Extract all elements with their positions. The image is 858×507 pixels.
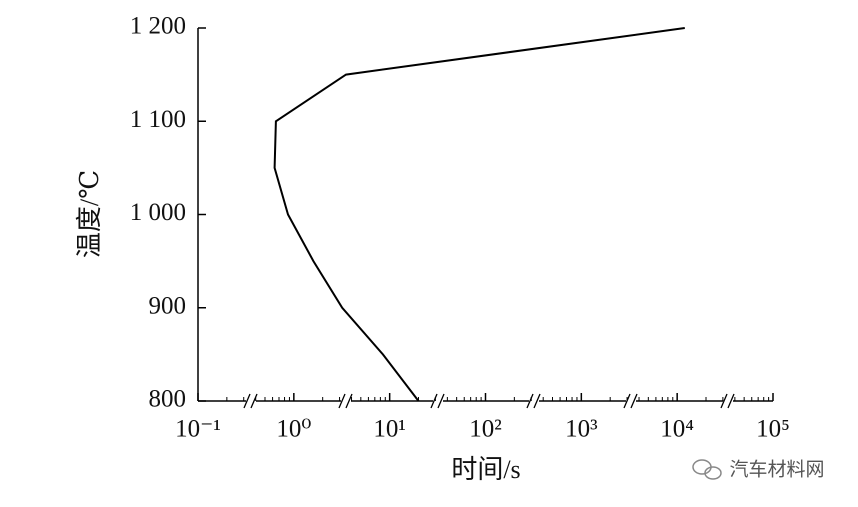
y-tick-label: 1 000 xyxy=(130,199,186,226)
x-tick-label: 10⁻¹ xyxy=(175,416,221,443)
line xyxy=(273,27,685,402)
axis-breaks xyxy=(243,393,735,409)
y-tick-label: 1 200 xyxy=(130,13,186,40)
x-tick-label: 10⁰ xyxy=(276,416,311,443)
watermark: 汽车材料网 xyxy=(729,459,824,481)
y-tick-label: 900 xyxy=(149,292,187,319)
watermark-icon xyxy=(692,459,722,480)
x-tick-label: 10⁴ xyxy=(660,416,694,443)
x-axis-label: 时间/s xyxy=(451,455,520,484)
x-tick-label: 10¹ xyxy=(373,416,406,443)
x-tick-label: 10⁵ xyxy=(756,416,790,443)
y-tick-label: 1 100 xyxy=(130,106,186,133)
x-tick-label: 10² xyxy=(469,416,502,443)
y-axis-label: 温度/℃ xyxy=(75,170,104,258)
x-tick-label: 10³ xyxy=(565,416,598,443)
y-tick-label: 800 xyxy=(149,386,187,413)
